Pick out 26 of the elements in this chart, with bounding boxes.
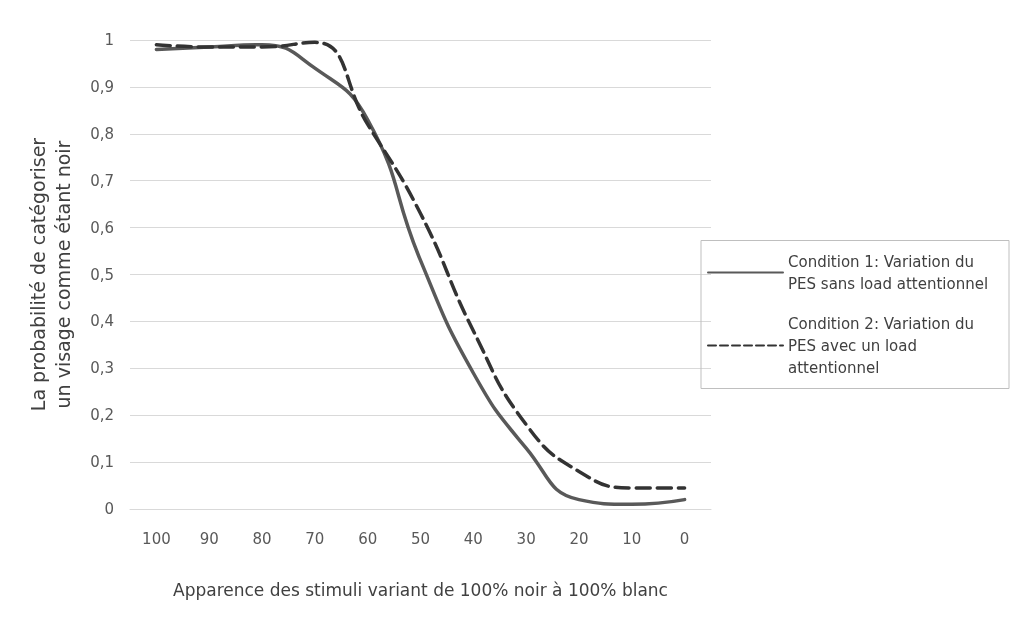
y-tick-label: 0,8 [90, 124, 114, 143]
x-tick-label: 50 [410, 529, 431, 548]
y-tick-label: 0,7 [90, 171, 114, 190]
y-tick-label: 0,5 [90, 265, 114, 284]
x-tick-label: 60 [358, 529, 378, 548]
x-tick-label: 80 [252, 529, 272, 548]
y-tick-label: 1 [104, 31, 114, 49]
x-tick-label: 70 [305, 529, 325, 548]
legend-label: Condition 1: Variation du PES sans load attentionnel [788, 252, 989, 293]
x-axis-title: Apparence des stimuli variant de 100% noir à 100% blanc [173, 579, 668, 600]
x-tick-label: 10 [622, 529, 642, 548]
y-tick-label: 0,2 [90, 406, 114, 425]
x-tick-label: 40 [463, 529, 483, 548]
x-tick-label: 0 [679, 529, 690, 548]
x-tick-label: 20 [569, 529, 589, 548]
y-tick-label: 0,3 [90, 359, 114, 378]
x-tick-label: 90 [199, 529, 219, 548]
y-tick-label: 0,1 [90, 453, 114, 472]
y-tick-label: 0,6 [90, 218, 114, 237]
x-tick-label: 100 [142, 529, 171, 548]
x-tick-label: 30 [516, 529, 536, 548]
y-tick-label: 0 [104, 500, 114, 518]
y-axis-title: La probabilité de catégoriser un visage comme étant noir [26, 137, 74, 412]
y-tick-label: 0,9 [90, 77, 114, 96]
y-tick-label: 0,4 [90, 312, 114, 331]
legend-label: Condition 2: Variation du PES avec un load attentionnel [788, 314, 979, 377]
